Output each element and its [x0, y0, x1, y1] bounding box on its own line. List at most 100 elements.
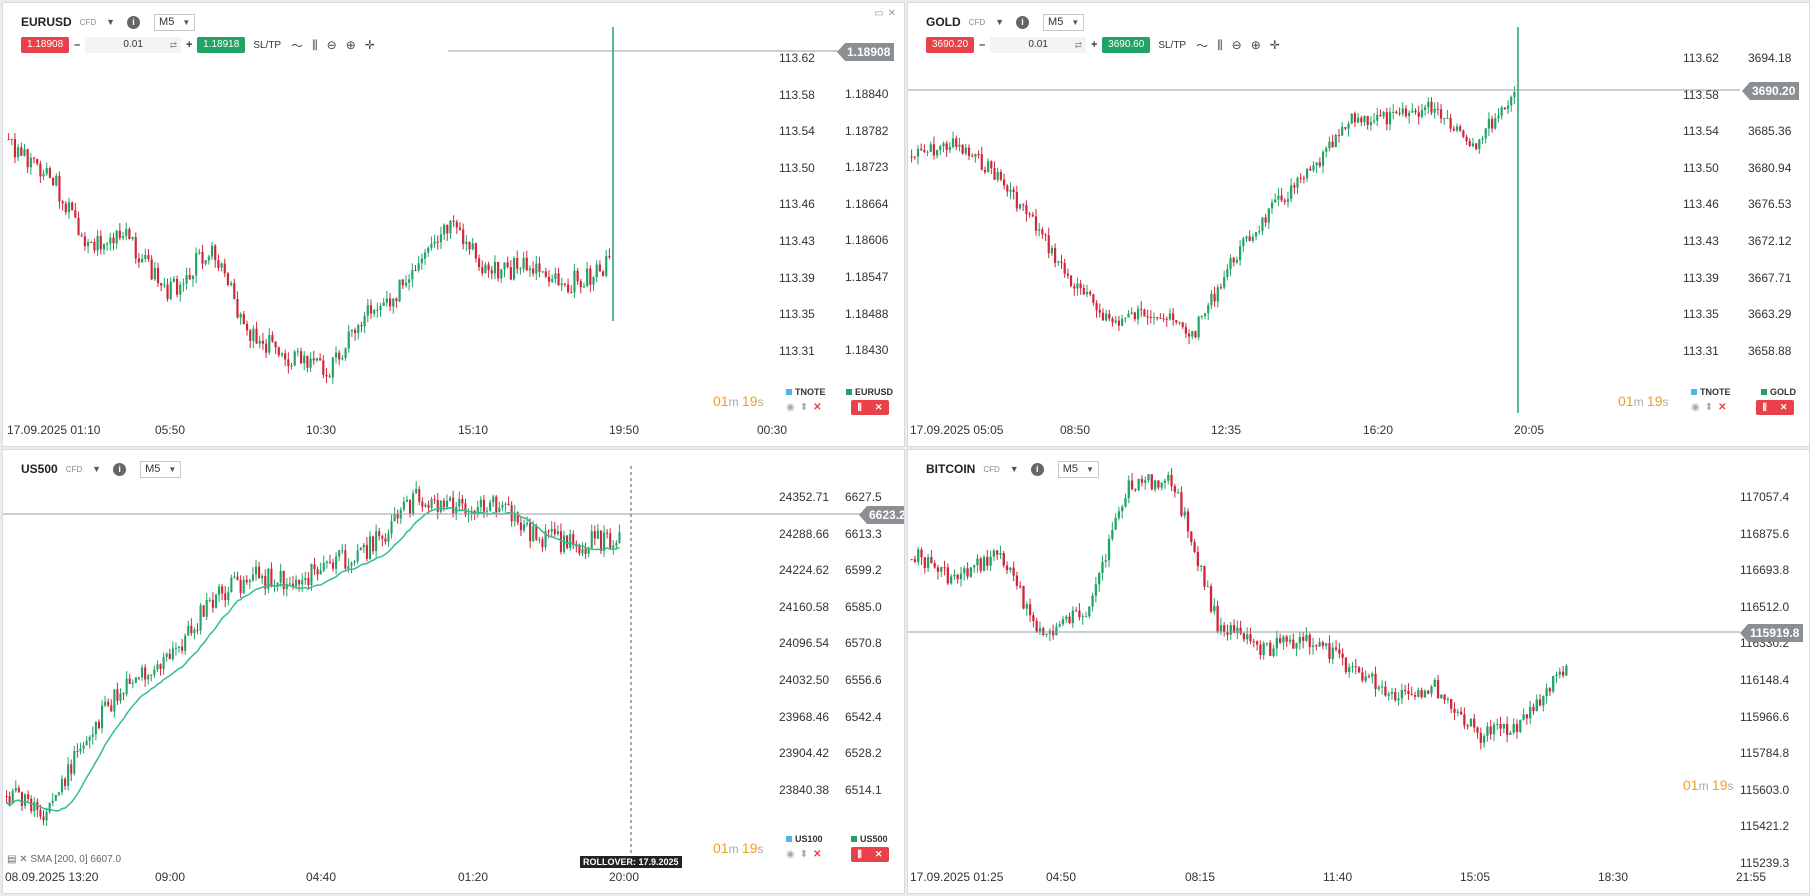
- candle-body: [393, 513, 396, 522]
- remove-series-button[interactable]: ⫼ ✕: [1756, 400, 1794, 415]
- lot-decrease-button[interactable]: –: [74, 39, 81, 51]
- legend-tnote[interactable]: TNOTE: [1691, 387, 1731, 397]
- zoom-out-icon[interactable]: ⊖: [1231, 38, 1242, 52]
- legend-gold[interactable]: GOLD: [1761, 387, 1796, 397]
- chart-canvas[interactable]: [908, 3, 1810, 447]
- candle-body: [67, 202, 71, 213]
- sltp-button[interactable]: SL/TP: [1158, 39, 1187, 51]
- chart-panel-gold[interactable]: GOLD CFD ▼ i M5 ▼ 3690.20 – 0.01 ⇄ + 3690.6…: [907, 2, 1810, 447]
- candles-icon[interactable]: ⫼: [312, 37, 318, 52]
- remove-icon[interactable]: ✕: [813, 402, 822, 413]
- left-axis-tick: 113.54: [779, 124, 815, 139]
- timeframe-select[interactable]: M5 ▼: [154, 13, 196, 31]
- info-icon[interactable]: i: [1016, 15, 1030, 29]
- window-controls[interactable]: ▭ ✕: [874, 8, 896, 19]
- sort-icon[interactable]: ⬍: [1704, 402, 1714, 413]
- candle-body: [547, 531, 550, 533]
- line-chart-icon[interactable]: 〜: [1196, 38, 1209, 53]
- right-axis-tick: 117057.4: [1740, 490, 1790, 504]
- candle-body: [1548, 688, 1552, 692]
- series-controls: ◉ ⬍ ✕: [1691, 402, 1727, 413]
- symbol-name[interactable]: EURUSD: [21, 15, 72, 29]
- candle-body: [1394, 692, 1397, 701]
- candle-body: [1127, 313, 1130, 318]
- chevron-down-icon[interactable]: ▼: [106, 17, 116, 27]
- candle-body: [572, 534, 575, 546]
- chevron-down-icon[interactable]: ▼: [995, 17, 1005, 27]
- crosshair-icon[interactable]: ✛: [364, 38, 375, 52]
- price-tag: 1.18908: [837, 43, 895, 61]
- chart-panel-eurusd[interactable]: ▭ ✕ EURUSD CFD ▼ i M5 ▼ 1.18908 – 0.01 ⇄ + 1…: [2, 2, 905, 447]
- timeframe-select[interactable]: M5 ▼: [1043, 13, 1085, 31]
- lot-increase-button[interactable]: +: [185, 39, 193, 51]
- lot-input[interactable]: 0.01 ⇄: [990, 37, 1087, 53]
- zoom-in-icon[interactable]: ⊕: [1250, 38, 1261, 52]
- candle-body: [1147, 474, 1150, 481]
- lot-decrease-button[interactable]: –: [979, 39, 986, 51]
- eye-icon[interactable]: ◉: [786, 849, 795, 860]
- info-icon[interactable]: i: [1030, 462, 1044, 476]
- chart-canvas[interactable]: [3, 3, 905, 447]
- remove-icon[interactable]: ✕: [1718, 402, 1727, 413]
- candle-body: [1015, 191, 1018, 209]
- swap-icon[interactable]: ⇄: [1074, 40, 1083, 50]
- timeframe-select[interactable]: M5 ▼: [1057, 460, 1099, 478]
- candle-body: [1407, 690, 1410, 695]
- legend-us500[interactable]: US500: [851, 834, 888, 844]
- close-icon[interactable]: ✕: [887, 8, 896, 19]
- zoom-out-icon[interactable]: ⊖: [326, 38, 337, 52]
- sltp-button[interactable]: SL/TP: [253, 39, 282, 51]
- chevron-down-icon[interactable]: ▼: [1009, 464, 1019, 474]
- candle-body: [1401, 108, 1404, 114]
- sort-icon[interactable]: ⬍: [799, 849, 809, 860]
- candle-body: [504, 503, 507, 505]
- candle-body: [1552, 676, 1555, 692]
- symbol-name[interactable]: GOLD: [926, 15, 961, 29]
- lot-input[interactable]: 0.01 ⇄: [85, 37, 182, 53]
- candle-body: [1245, 236, 1248, 239]
- crosshair-icon[interactable]: ✛: [1269, 38, 1280, 52]
- chart-panel-bitcoin[interactable]: BITCOIN CFD ▼ i M5 ▼ 117057.4 116875.6 11669…: [907, 449, 1810, 894]
- swap-icon[interactable]: ⇄: [169, 40, 178, 50]
- candles-icon[interactable]: ⫼: [1217, 37, 1223, 52]
- candle-body: [217, 259, 220, 268]
- candle-body: [1420, 110, 1424, 117]
- remove-series-button[interactable]: ⫼ ✕: [851, 847, 889, 862]
- eye-icon[interactable]: ◉: [1691, 402, 1700, 413]
- candle-body: [1216, 605, 1219, 632]
- timeframe-select[interactable]: M5 ▼: [140, 460, 182, 478]
- symbol-name[interactable]: US500: [21, 462, 58, 476]
- info-icon[interactable]: i: [127, 15, 141, 29]
- legend-tnote[interactable]: TNOTE: [786, 387, 826, 397]
- remove-series-button[interactable]: ⫼ ✕: [851, 400, 889, 415]
- eye-icon[interactable]: ◉: [786, 402, 795, 413]
- candle-body: [23, 149, 26, 156]
- chart-canvas[interactable]: [3, 450, 905, 894]
- chart-canvas[interactable]: [908, 450, 1810, 894]
- legend-eurusd[interactable]: EURUSD: [846, 387, 893, 397]
- buy-button[interactable]: 3690.60: [1102, 37, 1151, 53]
- candles: [7, 133, 611, 385]
- symbol-name[interactable]: BITCOIN: [926, 462, 976, 476]
- chevron-down-icon[interactable]: ▼: [92, 464, 102, 474]
- lot-increase-button[interactable]: +: [1090, 39, 1098, 51]
- sort-icon[interactable]: ⬍: [799, 402, 809, 413]
- candle-body: [1127, 480, 1130, 499]
- info-icon[interactable]: i: [113, 462, 127, 476]
- chart-panel-us500[interactable]: US500 CFD ▼ i M5 ▼ 24352.71 24288.66 24224.6…: [2, 449, 905, 894]
- candle-body: [1194, 331, 1197, 338]
- buy-button[interactable]: 1.18918: [197, 37, 246, 53]
- zoom-in-icon[interactable]: ⊕: [345, 38, 356, 52]
- sell-button[interactable]: 3690.20: [926, 37, 975, 53]
- maximize-icon[interactable]: ▭: [874, 8, 884, 19]
- candle-body: [1565, 665, 1568, 676]
- remove-icon[interactable]: ✕: [813, 849, 822, 860]
- line-chart-icon[interactable]: 〜: [291, 38, 304, 53]
- candle-body: [106, 243, 109, 245]
- candle-body: [1522, 714, 1525, 720]
- legend-us100[interactable]: US100: [786, 834, 823, 844]
- sma-indicator-label[interactable]: ▤ ✕ SMA [200, 0] 6607.0: [7, 854, 121, 865]
- sell-button[interactable]: 1.18908: [21, 37, 70, 53]
- candle-body: [179, 284, 182, 295]
- candle-body: [94, 721, 97, 735]
